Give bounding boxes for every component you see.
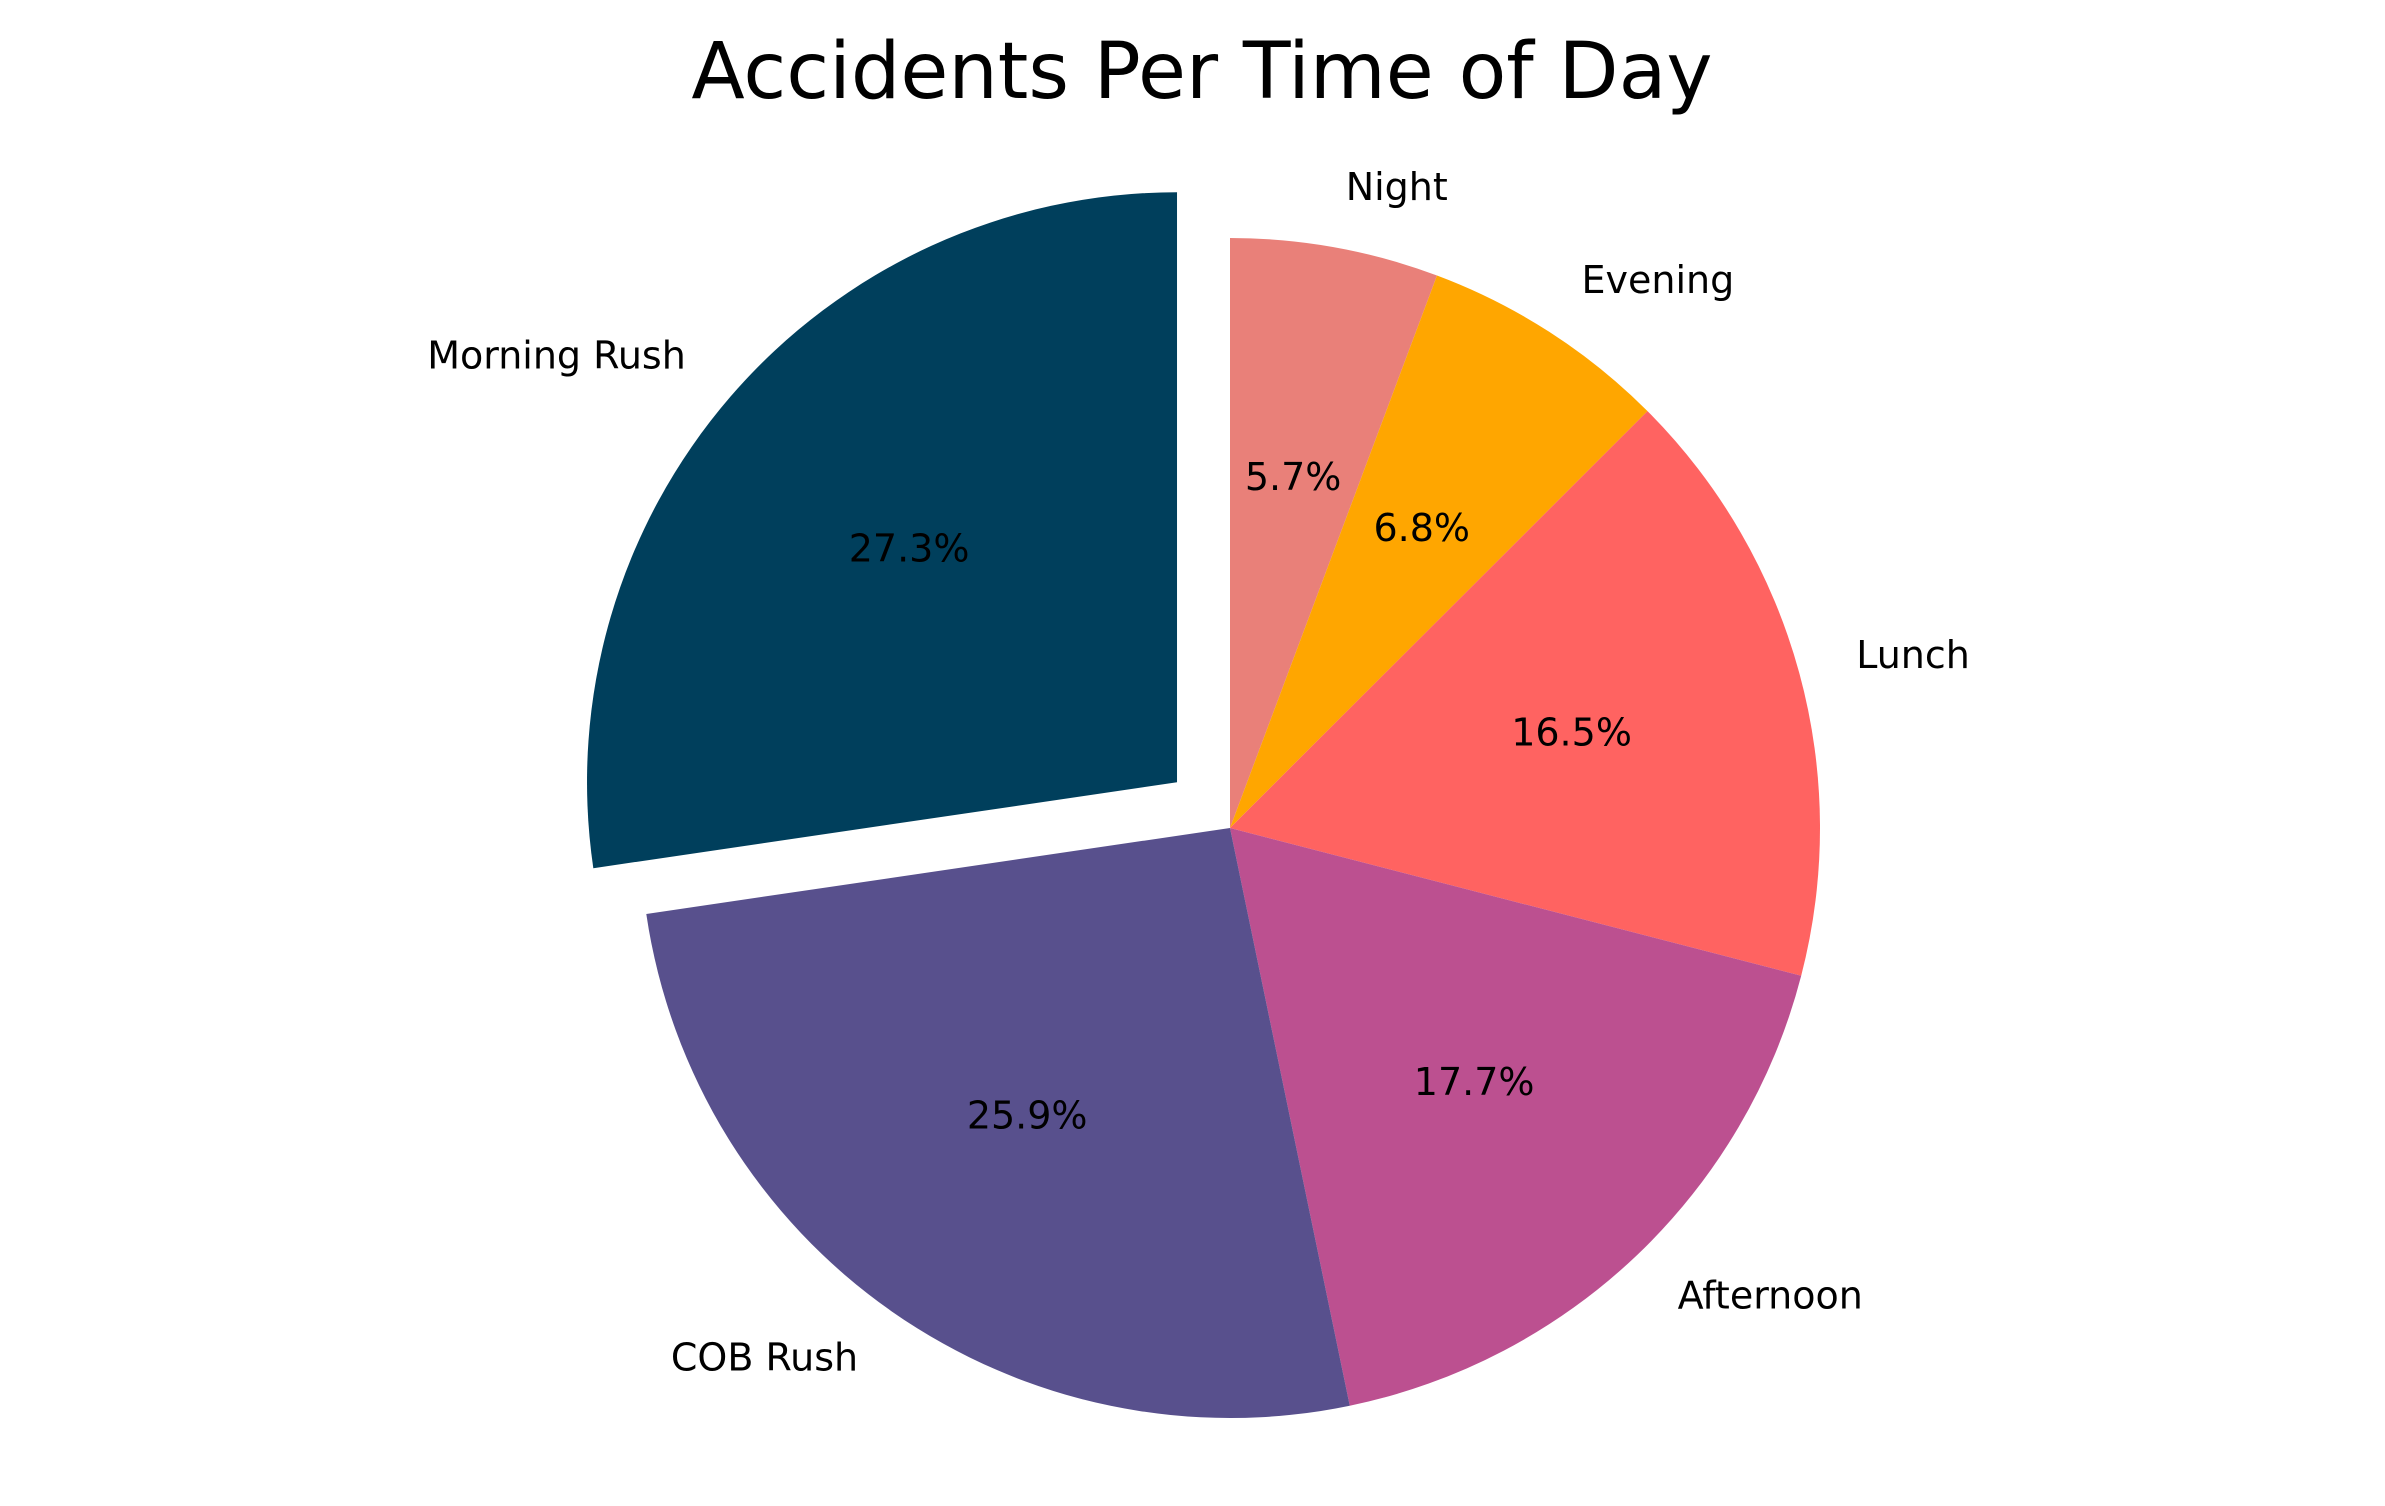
slice-label-night: Night [1346,165,1448,209]
pie-slice-night [1230,238,1438,828]
slice-label-evening: Evening [1582,258,1735,302]
pie-slice-cob-rush [646,828,1350,1418]
pie-slices [587,192,1820,1418]
slice-label-morning-rush: Morning Rush [427,334,686,378]
pie-slice-evening [1230,275,1648,828]
pct-label-night: 5.7% [1245,455,1342,499]
pct-label-morning-rush: 27.3% [849,526,970,570]
slice-label-lunch: Lunch [1856,633,1970,677]
pct-label-evening: 6.8% [1373,506,1470,550]
pie-slice-lunch [1230,411,1820,976]
pie-slice-afternoon [1230,828,1802,1406]
chart-title: Accidents Per Time of Day [691,27,1712,117]
pct-label-lunch: 16.5% [1511,711,1632,755]
pie-labels: Night 5.7% Evening 6.8% Lunch 16.5% Afternoon 1… [427,165,1970,1380]
slice-label-afternoon: Afternoon [1678,1273,1863,1317]
pct-label-cob-rush: 25.9% [967,1094,1088,1138]
pie-slice-morning-rush [587,192,1178,869]
pct-label-afternoon: 17.7% [1414,1060,1535,1104]
slice-label-cob-rush: COB Rush [671,1335,858,1379]
